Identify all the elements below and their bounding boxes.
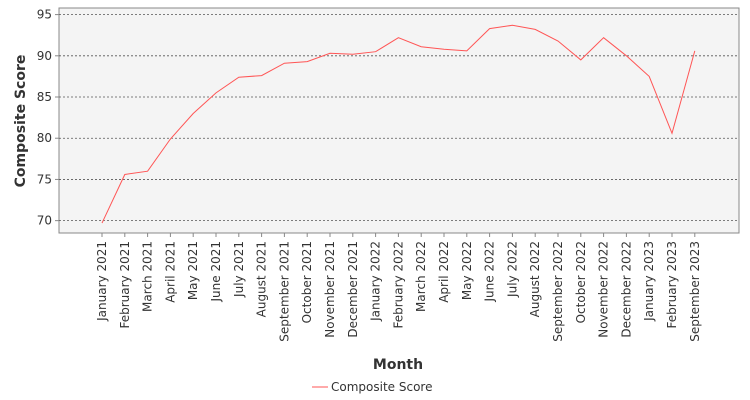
- x-tick-label: February 2022: [391, 241, 405, 329]
- x-tick-label: November 2021: [323, 241, 337, 338]
- x-tick-label: January 2023: [642, 241, 656, 322]
- y-tick-label: 95: [37, 8, 52, 22]
- legend-label: Composite Score: [331, 380, 432, 394]
- y-tick-label: 75: [37, 172, 52, 186]
- x-tick-label: March 2021: [141, 241, 155, 312]
- legend: Composite Score: [312, 380, 432, 394]
- x-tick-label: December 2022: [619, 241, 633, 338]
- y-tick-label: 85: [37, 90, 52, 104]
- x-tick-label: June 2022: [483, 241, 497, 303]
- x-tick-label: October 2022: [574, 241, 588, 323]
- x-tick-label: March 2022: [414, 241, 428, 312]
- y-tick-label: 80: [37, 131, 52, 145]
- x-tick-label: November 2022: [597, 241, 611, 338]
- x-axis-ticks: January 2021 February 2021 March 2021 April…: [95, 233, 702, 342]
- x-tick-label: September 2022: [551, 241, 565, 342]
- plot-area: [58, 7, 740, 234]
- x-tick-label: May 2022: [460, 241, 474, 300]
- x-tick-label: April 2021: [163, 241, 177, 303]
- x-axis-title: Month: [373, 357, 423, 373]
- y-tick-label: 70: [37, 214, 52, 228]
- y-axis-ticks: 70 75 80 85 90 95: [37, 8, 59, 228]
- x-tick-label: July 2021: [232, 241, 246, 298]
- series-line-composite-score: [101, 24, 696, 224]
- x-tick-label: February 2021: [118, 241, 132, 329]
- x-tick-label: August 2021: [255, 241, 269, 317]
- x-tick-label: August 2022: [528, 241, 542, 317]
- x-tick-label: September 2023: [688, 241, 702, 342]
- x-tick-label: December 2021: [346, 241, 360, 338]
- x-tick-label: July 2022: [505, 241, 519, 298]
- x-tick-label: January 2021: [95, 241, 109, 322]
- grid-lines: [59, 14, 739, 222]
- y-axis-title: Composite Score: [13, 55, 29, 188]
- y-tick-label: 90: [37, 49, 52, 63]
- x-tick-label: September 2021: [277, 241, 291, 342]
- x-tick-label: January 2022: [369, 241, 383, 322]
- x-tick-label: February 2023: [665, 241, 679, 329]
- x-tick-label: October 2021: [300, 241, 314, 323]
- x-tick-label: April 2022: [437, 241, 451, 303]
- x-tick-label: June 2021: [209, 241, 223, 303]
- x-tick-label: May 2021: [186, 241, 200, 300]
